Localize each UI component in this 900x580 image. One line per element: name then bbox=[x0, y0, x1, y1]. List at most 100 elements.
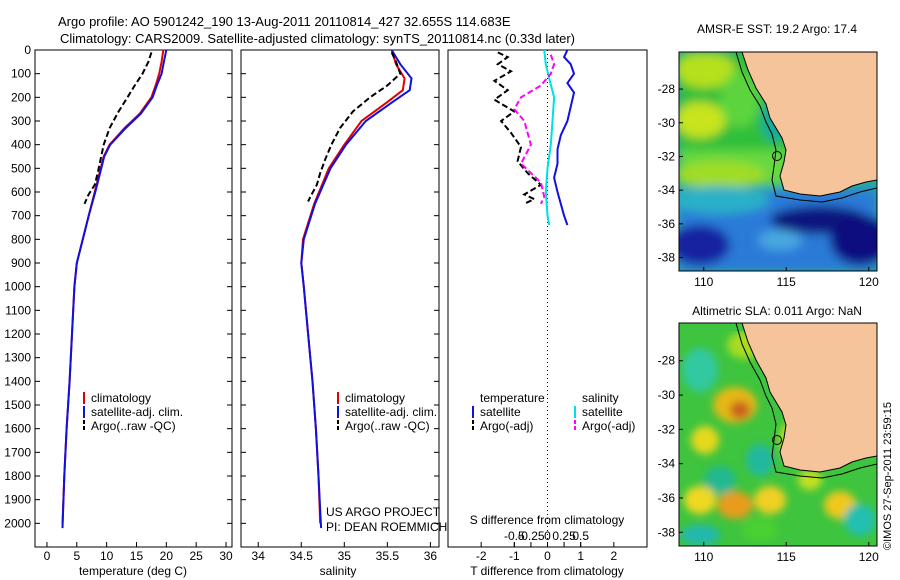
salinity-x-tick-label: 36 bbox=[424, 549, 438, 563]
difference-s-tick-label: 0 bbox=[544, 529, 551, 543]
salinity-x-tick-label: 35 bbox=[338, 549, 352, 563]
depth-tick-label: 200 bbox=[11, 90, 31, 104]
map-y-tick-label: -34 bbox=[658, 183, 676, 197]
title-line-1: Argo profile: AO 5901242_190 13-Aug-2011… bbox=[58, 14, 511, 29]
temperature-x-tick-label: 15 bbox=[130, 549, 144, 563]
legend-header-temperature: temperature bbox=[480, 391, 545, 405]
legend-label-argo: Argo(..raw -QC) bbox=[345, 419, 430, 433]
pi-text: PI: DEAN ROEMMICH bbox=[326, 520, 447, 534]
depth-tick-label: 500 bbox=[11, 161, 31, 175]
difference-x-tick-label: -1 bbox=[509, 549, 520, 563]
depth-tick-label: 1300 bbox=[4, 351, 31, 365]
difference-s-tick-label: -0.5 bbox=[504, 529, 525, 543]
depth-tick-label: 1100 bbox=[5, 303, 31, 317]
s-difference-label: S difference from climatology bbox=[470, 513, 625, 527]
map-y-tick-label: -36 bbox=[658, 217, 676, 231]
difference-s-tick-label: -0.25 bbox=[517, 529, 545, 543]
legend-label-argo: Argo(..raw -QC) bbox=[91, 419, 176, 433]
depth-tick-label: 1700 bbox=[4, 445, 31, 459]
difference-legend: temperature salinity satellite Argo(-adj… bbox=[472, 391, 635, 433]
sst-land bbox=[741, 52, 877, 197]
temperature-panel: 0100200300400500600700800900100011001200… bbox=[4, 43, 233, 578]
map-y-tick-label: -28 bbox=[658, 354, 676, 368]
legend-label-s-satellite: satellite bbox=[582, 405, 623, 419]
depth-tick-label: 600 bbox=[11, 185, 31, 199]
legend-label-climatology: climatology bbox=[91, 391, 151, 405]
depth-tick-label: 0 bbox=[24, 43, 31, 57]
legend-label-satellite: satellite-adj. clim. bbox=[91, 405, 183, 419]
difference-x-tick-label: 0 bbox=[544, 549, 551, 563]
temperature-x-tick-label: 5 bbox=[73, 549, 80, 563]
series-line-temperature-2 bbox=[83, 52, 153, 205]
t-difference-label: T difference from climatology bbox=[470, 564, 624, 578]
map-y-tick-label: -36 bbox=[658, 491, 676, 505]
series-line-difference-3 bbox=[513, 54, 556, 205]
sst-float-marker bbox=[772, 151, 782, 161]
map-x-tick-label: 110 bbox=[694, 275, 713, 289]
series-line-salinity-1 bbox=[300, 49, 413, 529]
difference-panel: -2 -1 0 1 2-0.5-0.25 0 0.250.5 S difference fr… bbox=[447, 49, 648, 578]
temperature-x-tick-label: 20 bbox=[160, 549, 174, 563]
legend-label-t-satellite: satellite bbox=[480, 405, 521, 419]
depth-tick-label: 100 bbox=[11, 67, 31, 81]
temperature-legend: climatology satellite-adj. clim. Argo(..… bbox=[83, 391, 183, 433]
map-y-tick-label: -28 bbox=[658, 82, 676, 96]
sst-map-frame bbox=[678, 51, 878, 272]
depth-tick-label: 800 bbox=[11, 232, 31, 246]
difference-x-tick-label: -2 bbox=[476, 549, 487, 563]
difference-s-tick-label: 0.25 bbox=[552, 529, 576, 543]
difference-x-tick-label: 2 bbox=[610, 549, 617, 563]
sst-map-panel: AMSR-E SST: 19.2 Argo: 17.4 bbox=[658, 22, 879, 289]
sla-land bbox=[741, 323, 877, 473]
depth-tick-label: 1400 bbox=[4, 374, 31, 388]
salinity-x-tick-label: 34.5 bbox=[290, 549, 314, 563]
temperature-x-tick-label: 25 bbox=[190, 549, 204, 563]
temperature-xlabel: temperature (deg C) bbox=[79, 564, 187, 578]
series-line-temperature-1 bbox=[61, 49, 168, 529]
map-y-tick-label: -30 bbox=[658, 116, 676, 130]
map-y-tick-label: -30 bbox=[658, 388, 676, 402]
series-line-salinity-2 bbox=[307, 51, 402, 202]
depth-tick-label: 1900 bbox=[4, 493, 31, 507]
map-x-tick-label: 110 bbox=[694, 550, 713, 564]
salinity-x-tick-label: 34 bbox=[252, 549, 266, 563]
credit-text: US ARGO PROJECT bbox=[326, 505, 441, 519]
depth-tick-label: 300 bbox=[11, 114, 31, 128]
title-line-2: Climatology: CARS2009. Satellite-adjuste… bbox=[60, 31, 575, 46]
depth-tick-label: 1500 bbox=[4, 398, 31, 412]
salinity-legend: climatology satellite-adj. clim. Argo(..… bbox=[337, 391, 437, 433]
map-x-tick-label: 120 bbox=[859, 275, 879, 289]
series-line-difference-1 bbox=[492, 51, 543, 205]
depth-tick-label: 1800 bbox=[4, 469, 31, 483]
depth-tick-label: 400 bbox=[11, 138, 31, 152]
legend-header-salinity: salinity bbox=[582, 391, 619, 405]
timestamp-text: ©IMOS 27-Sep-2011 23:59:15 bbox=[882, 402, 894, 550]
map-y-tick-label: -32 bbox=[658, 149, 676, 163]
map-x-tick-label: 115 bbox=[777, 550, 796, 564]
temperature-axes-frame bbox=[34, 49, 233, 548]
sla-map-panel: Altimetric SLA: 0.011 Argo: NaN bbox=[658, 304, 879, 564]
series-line-difference-0 bbox=[553, 49, 576, 226]
map-x-tick-label: 120 bbox=[859, 550, 879, 564]
depth-tick-label: 1200 bbox=[4, 327, 31, 341]
sst-map-image bbox=[679, 52, 877, 271]
depth-tick-label: 900 bbox=[11, 256, 31, 270]
depth-tick-label: 2000 bbox=[4, 516, 31, 530]
sla-map-image bbox=[679, 323, 877, 546]
salinity-x-tick-label: 35.5 bbox=[376, 549, 400, 563]
series-line-difference-2 bbox=[543, 49, 556, 226]
temperature-x-tick-label: 10 bbox=[100, 549, 114, 563]
sst-map-title: AMSR-E SST: 19.2 Argo: 17.4 bbox=[697, 22, 857, 36]
temperature-x-tick-label: 30 bbox=[219, 549, 233, 563]
salinity-axes-frame bbox=[240, 49, 440, 548]
salinity-xlabel: salinity bbox=[320, 564, 357, 578]
salinity-panel: 34 34.5 35 35.5 36 salinity climatology sate… bbox=[240, 49, 447, 578]
depth-tick-label: 1000 bbox=[4, 280, 31, 294]
difference-s-tick-label: 0.5 bbox=[572, 529, 589, 543]
depth-tick-label: 1600 bbox=[4, 422, 31, 436]
sla-shelf-contour bbox=[735, 323, 877, 479]
map-x-tick-label: 115 bbox=[777, 275, 796, 289]
legend-label-climatology: climatology bbox=[345, 391, 405, 405]
sst-shelf-contour bbox=[735, 52, 877, 203]
